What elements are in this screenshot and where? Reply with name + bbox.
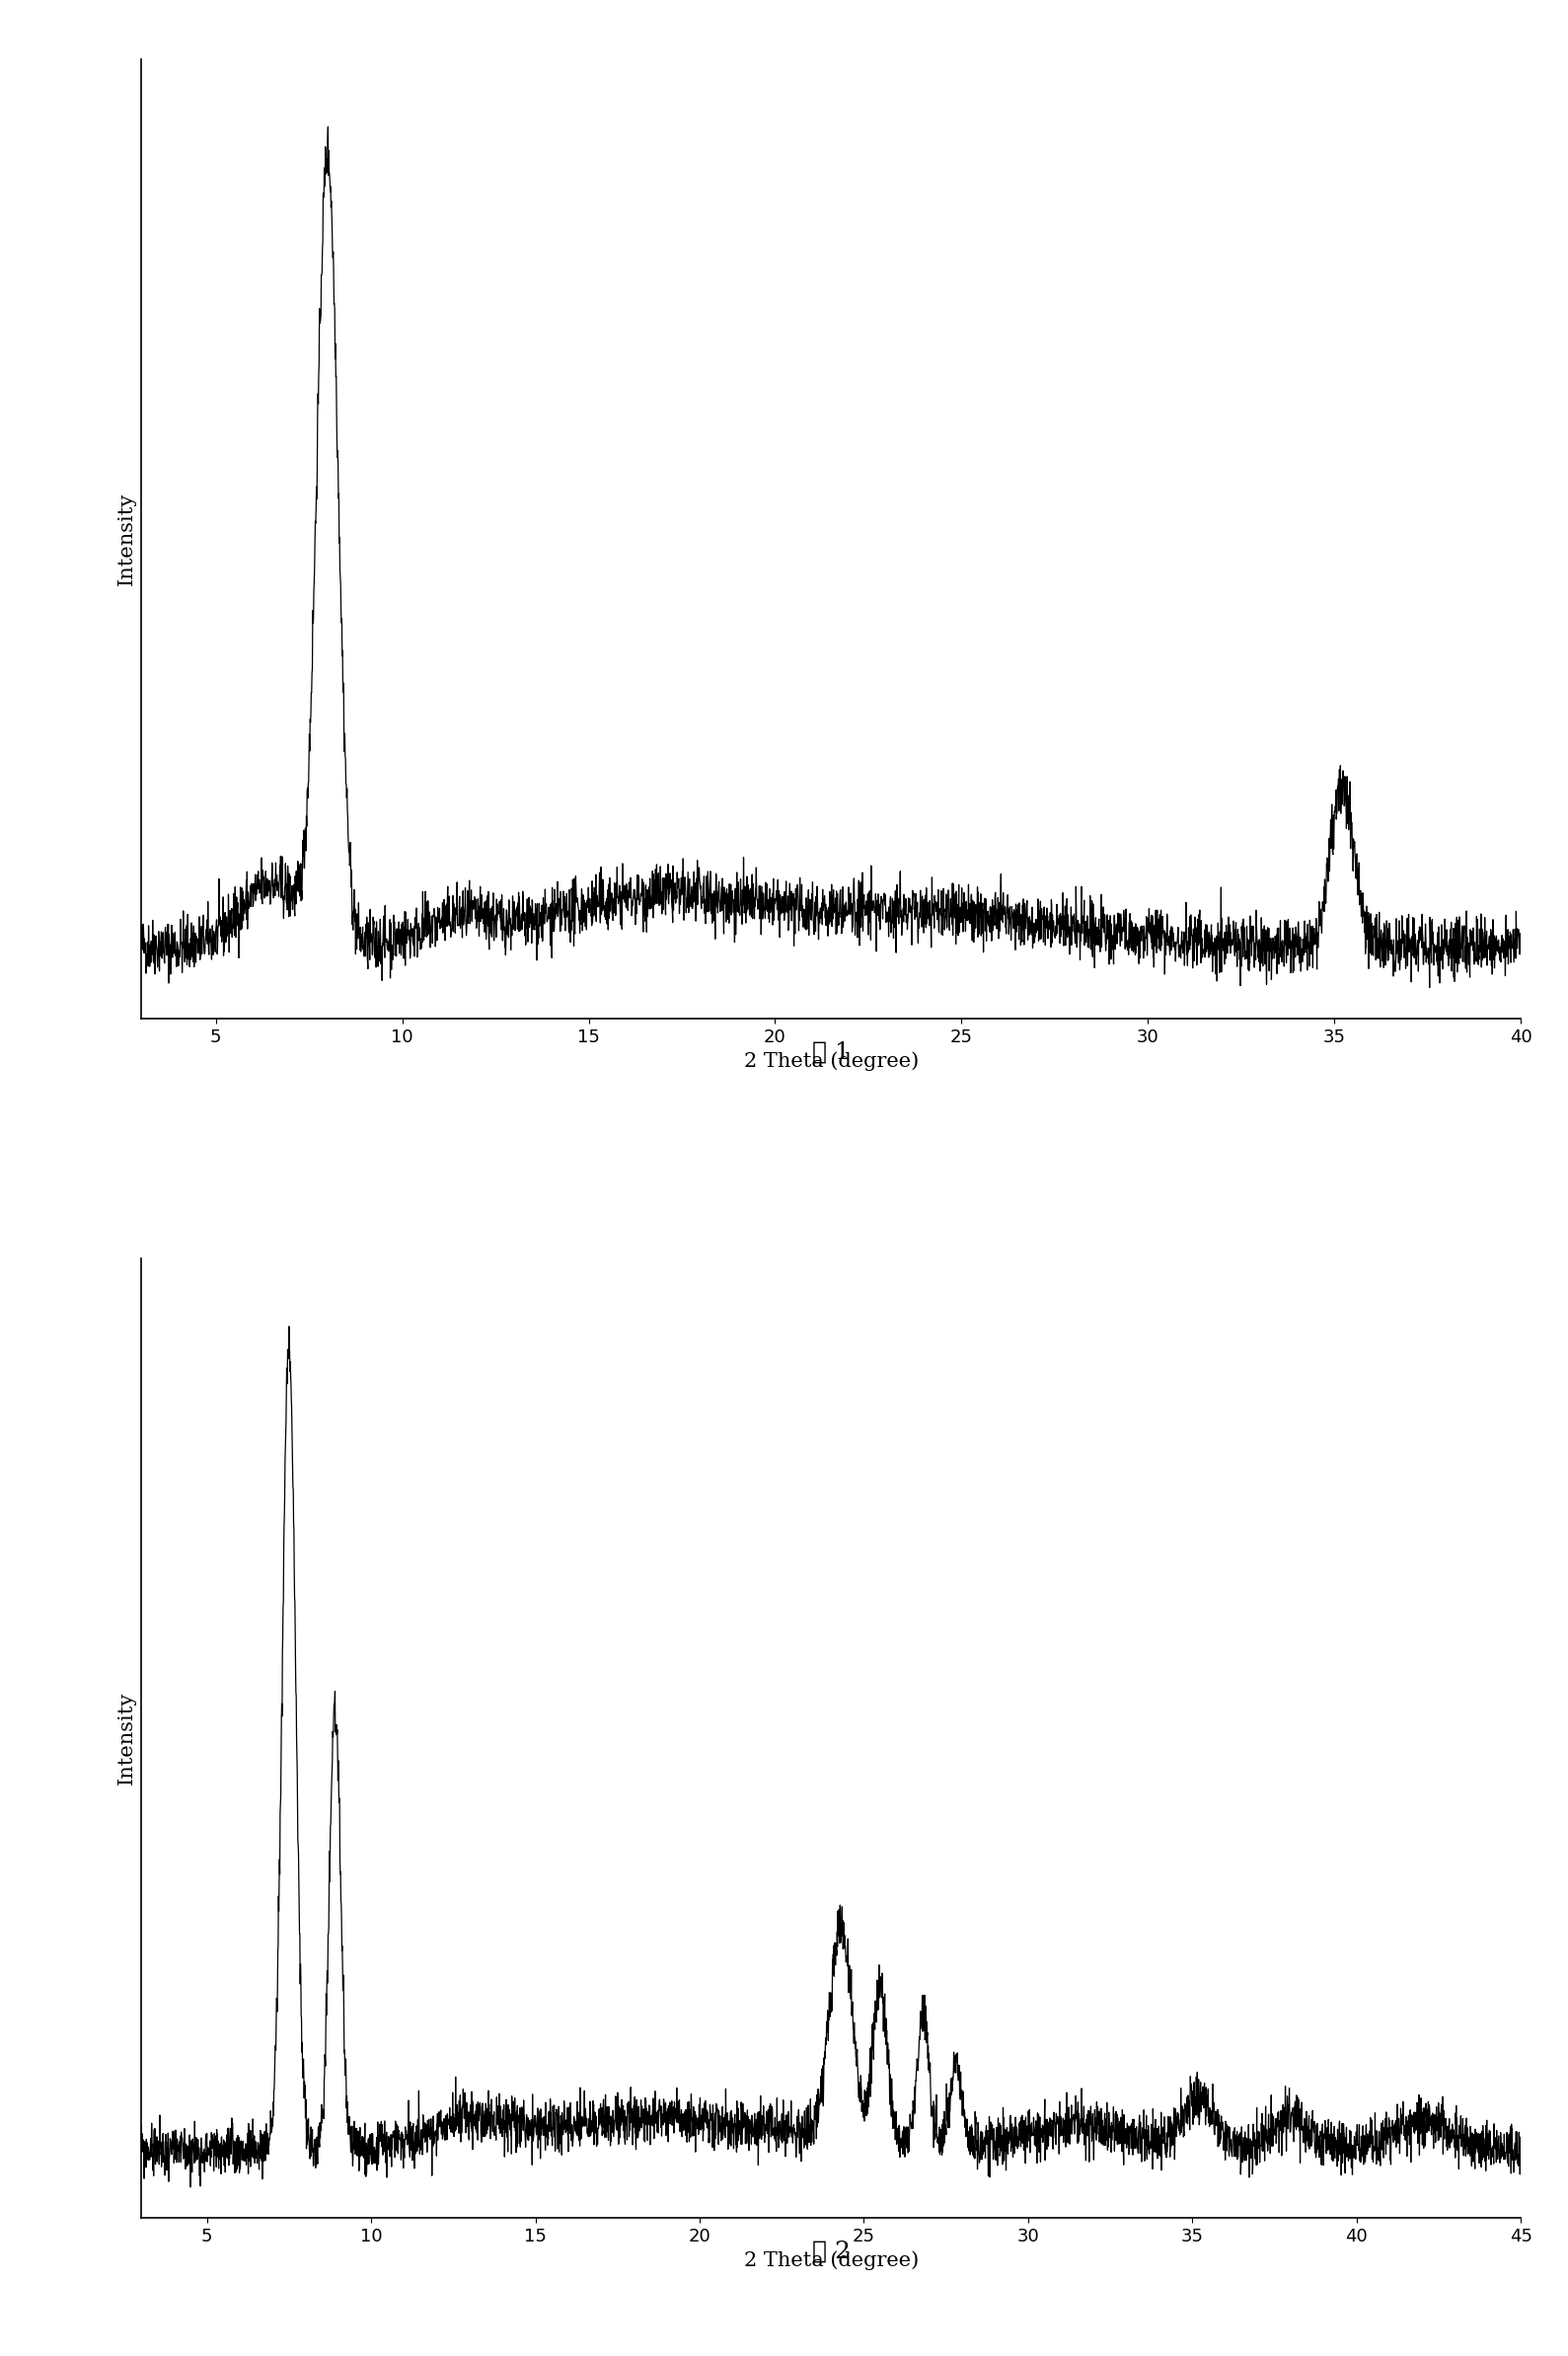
Text: 图 1: 图 1 [812, 1041, 850, 1063]
X-axis label: 2 Theta (degree): 2 Theta (degree) [743, 2250, 919, 2271]
Y-axis label: Intensity: Intensity [118, 1692, 136, 1786]
X-axis label: 2 Theta (degree): 2 Theta (degree) [743, 1051, 919, 1072]
Y-axis label: Intensity: Intensity [118, 492, 136, 584]
Text: 图 2: 图 2 [812, 2241, 850, 2264]
